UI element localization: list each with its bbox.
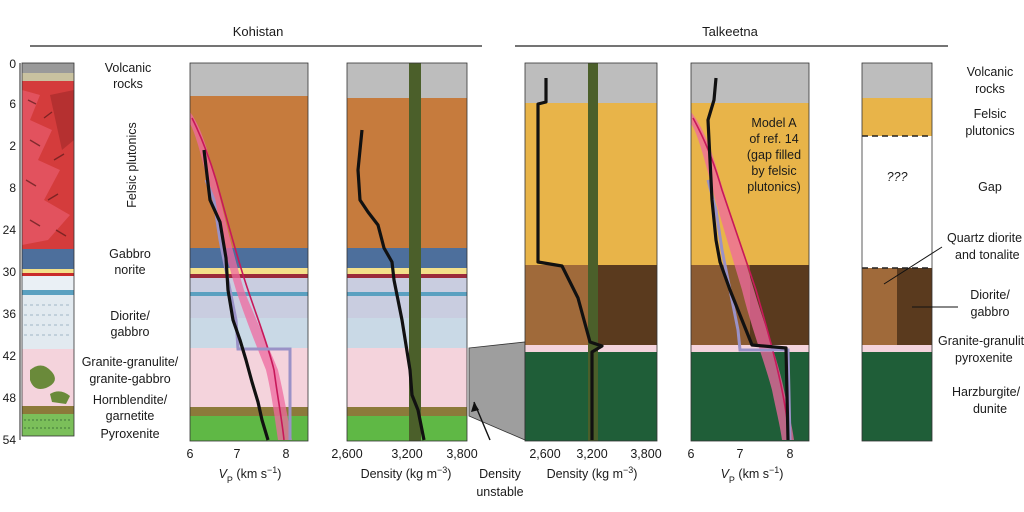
label-volcanic-rocks-l1: Volcanic bbox=[105, 61, 152, 75]
rlabel-volcanic-l2: rocks bbox=[975, 82, 1005, 96]
depth-tick-9: 54 bbox=[3, 433, 17, 447]
vp1-tick-6: 6 bbox=[187, 447, 194, 461]
density-unstable-l2: unstable bbox=[476, 485, 523, 499]
model-a-note: Model A of ref. 14 (gap filled by felsic… bbox=[747, 116, 801, 194]
depth-tick-3: 8 bbox=[9, 181, 16, 195]
label-diorite-l2: gabbro bbox=[111, 325, 150, 339]
rlabel-felsic-l2: plutonics bbox=[965, 124, 1014, 138]
talkeetna-header: Talkeetna bbox=[702, 24, 758, 39]
den2-tick-3800: 3,800 bbox=[630, 447, 661, 461]
den2-axis-label: Density (kg m−3) bbox=[547, 465, 638, 481]
talkeetna-vp-panel bbox=[690, 62, 810, 442]
den2-tick-2600: 2,600 bbox=[529, 447, 560, 461]
stratigraphic-column bbox=[21, 62, 75, 437]
model-note-l4: by felsic bbox=[751, 164, 796, 178]
kohistan-header: Kohistan bbox=[233, 24, 284, 39]
model-note-l5: plutonics) bbox=[747, 180, 801, 194]
label-gabbro-l2: norite bbox=[114, 263, 145, 277]
vp1-axis-label: VP (km s−1) bbox=[219, 465, 282, 485]
depth-tick-7: 42 bbox=[3, 349, 17, 363]
den1-tick-2600: 2,600 bbox=[331, 447, 362, 461]
den1-tick-3200: 3,200 bbox=[391, 447, 422, 461]
rlabel-quartz-l2: and tonalite bbox=[955, 248, 1020, 262]
kohistan-density-panel bbox=[346, 62, 468, 442]
rlabel-felsic-l1: Felsic bbox=[974, 107, 1007, 121]
vp2-tick-8: 8 bbox=[787, 447, 794, 461]
vp2-axis-label: VP (km s−1) bbox=[721, 465, 784, 485]
density-unstable-connector bbox=[468, 341, 526, 441]
rlabel-diorite-l2: gabbro bbox=[971, 305, 1010, 319]
talkeetna-density-panel bbox=[524, 62, 658, 442]
label-granulite-l2: granite-gabbro bbox=[89, 372, 170, 386]
den1-tick-3800: 3,800 bbox=[446, 447, 477, 461]
axis-talkeetna-vp: 6 7 8 VP (km s−1) bbox=[688, 447, 794, 485]
rlabel-granulite-l1: Granite-granulite bbox=[938, 334, 1024, 348]
depth-tick-2: 2 bbox=[9, 139, 16, 153]
rlabel-volcanic-l1: Volcanic bbox=[967, 65, 1014, 79]
label-hornblendite-l1: Hornblendite/ bbox=[93, 393, 168, 407]
rlabel-quartz-l1: Quartz diorite bbox=[947, 231, 1022, 245]
depth-tick-4: 24 bbox=[3, 223, 17, 237]
depth-tick-1: 6 bbox=[9, 97, 16, 111]
gap-question-marks: ??? bbox=[887, 170, 908, 184]
vp1-tick-7: 7 bbox=[234, 447, 241, 461]
label-volcanic-rocks-l2: rocks bbox=[113, 77, 143, 91]
depth-axis: 0 6 2 8 24 30 36 42 48 54 bbox=[3, 57, 21, 447]
depth-tick-5: 30 bbox=[3, 265, 17, 279]
vp2-tick-7: 7 bbox=[737, 447, 744, 461]
label-granulite-l1: Granite-granulite/ bbox=[82, 355, 179, 369]
label-pyroxenite: Pyroxenite bbox=[100, 427, 159, 441]
den2-tick-3200: 3,200 bbox=[576, 447, 607, 461]
rlabel-gap: Gap bbox=[978, 180, 1002, 194]
label-diorite-l1: Diorite/ bbox=[110, 309, 150, 323]
den1-axis-label: Density (kg m−3) bbox=[361, 465, 452, 481]
kohistan-lithology-labels: Volcanic rocks Felsic plutonics Gabbro n… bbox=[82, 61, 179, 441]
axis-talkeetna-density: 2,600 3,200 3,800 Density (kg m−3) bbox=[529, 447, 661, 481]
depth-tick-8: 48 bbox=[3, 391, 17, 405]
rlabel-diorite-l1: Diorite/ bbox=[970, 288, 1010, 302]
depth-tick-6: 36 bbox=[3, 307, 17, 321]
label-felsic-plutonics: Felsic plutonics bbox=[125, 122, 139, 207]
talkeetna-column: ??? bbox=[861, 62, 958, 442]
density-unstable-l1: Density bbox=[479, 467, 521, 481]
model-note-l3: (gap filled bbox=[747, 148, 801, 162]
model-note-l1: Model A bbox=[751, 116, 797, 130]
rlabel-granulite-l2: pyroxenite bbox=[955, 351, 1013, 365]
axis-kohistan-density: 2,600 3,200 3,800 Density (kg m−3) bbox=[331, 447, 477, 481]
talkeetna-lithology-labels: Volcanic rocks Felsic plutonics Gap Quar… bbox=[938, 65, 1024, 416]
model-note-l2: of ref. 14 bbox=[749, 132, 798, 146]
axis-kohistan-vp: 6 7 8 VP (km s−1) bbox=[187, 447, 290, 485]
vp2-tick-6: 6 bbox=[688, 447, 695, 461]
label-gabbro-l1: Gabbro bbox=[109, 247, 151, 261]
kohistan-vp-panel bbox=[189, 62, 309, 442]
label-hornblendite-l2: garnetite bbox=[106, 409, 155, 423]
rlabel-harzburgite-l2: dunite bbox=[973, 402, 1007, 416]
depth-tick-0: 0 bbox=[9, 57, 16, 71]
rlabel-harzburgite-l1: Harzburgite/ bbox=[952, 385, 1021, 399]
vp1-tick-8: 8 bbox=[283, 447, 290, 461]
